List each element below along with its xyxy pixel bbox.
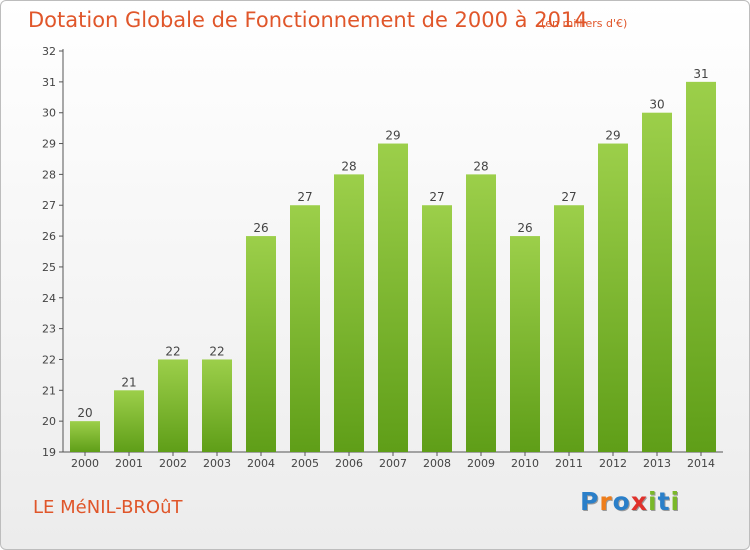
x-tick-label-2012: 2012 <box>599 457 627 470</box>
proxiti-logo: Proxiti <box>580 487 680 516</box>
logo-letter: x <box>630 487 648 516</box>
y-tick-label: 22 <box>42 353 56 366</box>
data-label-2013: 30 <box>649 98 664 112</box>
y-tick-label: 27 <box>42 199 56 212</box>
chart-title: Dotation Globale de Fonctionnement de 20… <box>28 8 588 32</box>
bar-2001 <box>114 390 144 452</box>
y-tick-label: 21 <box>42 384 56 397</box>
x-tick-label-2003: 2003 <box>203 457 231 470</box>
data-label-2001: 21 <box>121 375 136 389</box>
y-tick-label: 24 <box>42 292 56 305</box>
y-tick-label: 20 <box>42 415 56 428</box>
bar-2005 <box>290 205 320 452</box>
x-tick-label-2001: 2001 <box>115 457 143 470</box>
data-label-2004: 26 <box>253 221 268 235</box>
data-label-2014: 31 <box>693 67 708 81</box>
logo-letter: t <box>657 487 671 516</box>
logo-letter: o <box>612 487 631 516</box>
bar-2008 <box>422 205 452 452</box>
data-label-2005: 27 <box>297 190 312 204</box>
x-tick-label-2008: 2008 <box>423 457 451 470</box>
y-tick-label: 26 <box>42 230 56 243</box>
data-label-2002: 22 <box>165 344 180 358</box>
y-tick-label: 23 <box>42 323 56 336</box>
bar-2011 <box>554 205 584 452</box>
y-tick-label: 25 <box>42 261 56 274</box>
y-tick-label: 30 <box>42 107 56 120</box>
x-tick-label-2013: 2013 <box>643 457 671 470</box>
y-tick-label: 32 <box>42 45 56 58</box>
x-tick-label-2010: 2010 <box>511 457 539 470</box>
chart-subtitle: (en milliers d'€) <box>541 17 628 30</box>
data-label-2010: 26 <box>517 221 532 235</box>
data-label-2000: 20 <box>77 406 92 420</box>
x-tick-label-2004: 2004 <box>247 457 275 470</box>
data-label-2007: 29 <box>385 129 400 143</box>
data-label-2012: 29 <box>605 129 620 143</box>
x-tick-label-2014: 2014 <box>687 457 715 470</box>
y-tick-label: 29 <box>42 138 56 151</box>
data-label-2009: 28 <box>473 159 488 173</box>
x-tick-label-2006: 2006 <box>335 457 363 470</box>
data-label-2003: 22 <box>209 344 224 358</box>
y-tick-label: 19 <box>42 446 56 459</box>
data-label-2006: 28 <box>341 159 356 173</box>
x-tick-label-2005: 2005 <box>291 457 319 470</box>
x-tick-label-2011: 2011 <box>555 457 583 470</box>
y-tick-label: 31 <box>42 76 56 89</box>
x-tick-label-2007: 2007 <box>379 457 407 470</box>
bar-2013 <box>642 112 672 452</box>
data-label-2008: 27 <box>429 190 444 204</box>
logo-letter: i <box>670 487 681 516</box>
data-label-2011: 27 <box>561 190 576 204</box>
x-tick-label-2009: 2009 <box>467 457 495 470</box>
commune-name: LE MéNIL-BROûT <box>33 497 183 518</box>
x-tick-label-2002: 2002 <box>159 457 187 470</box>
bar-2012 <box>598 143 628 453</box>
bar-2014 <box>686 81 716 452</box>
x-tick-label-2000: 2000 <box>71 457 99 470</box>
bar-2010 <box>510 236 540 452</box>
y-tick-label: 28 <box>42 168 56 181</box>
bar-2000 <box>70 421 100 452</box>
bar-2002 <box>158 359 188 452</box>
bar-2007 <box>378 143 408 453</box>
logo-letter: i <box>648 487 658 516</box>
logo-letter: r <box>599 487 613 516</box>
bar-2009 <box>466 174 496 452</box>
bar-2003 <box>202 359 232 452</box>
logo-letter: P <box>580 487 600 516</box>
bar-2004 <box>246 236 276 452</box>
bar-2006 <box>334 174 364 452</box>
